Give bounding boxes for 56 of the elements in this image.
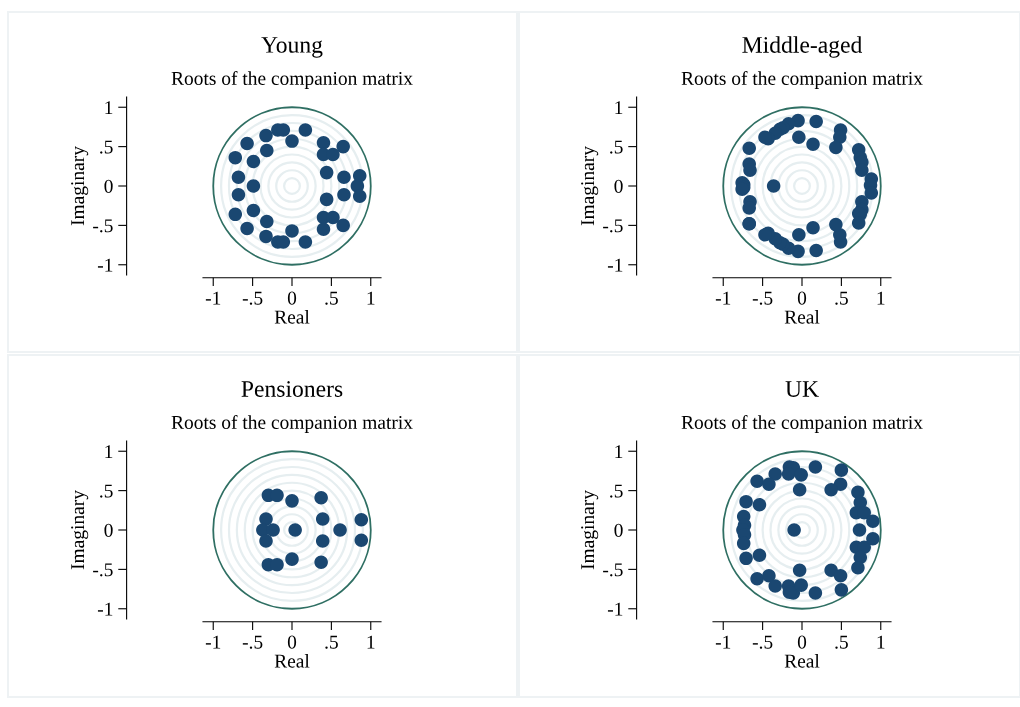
chart-title: Middle-aged: [742, 36, 863, 58]
x-tick-label: -1: [205, 635, 221, 649]
y-tick-label: .5: [610, 140, 623, 154]
x-axis-title: Real: [274, 653, 310, 668]
chart-title: UK: [785, 381, 819, 397]
x-axis-title: Real: [784, 653, 820, 668]
y-tick-label: 1: [105, 101, 113, 114]
chart-subtitle: Roots of the companion matrix: [171, 415, 413, 433]
x-tick-label: -.5: [752, 291, 773, 305]
y-tick-label: 0: [104, 179, 113, 193]
y-tick-label: -.5: [93, 219, 113, 233]
y-tick-label: -1: [97, 602, 113, 616]
y-tick-label: -1: [607, 602, 623, 616]
x-tick-label: 0: [797, 291, 807, 305]
y-tick-label: -.5: [93, 563, 113, 577]
x-tick-label: -1: [715, 291, 731, 305]
y-axis-title: Imaginary: [581, 490, 599, 570]
x-tick-label: .5: [835, 291, 848, 305]
x-axis-title: Real: [784, 309, 820, 324]
x-tick-label: .5: [325, 635, 338, 649]
y-axis-title: Imaginary: [581, 146, 599, 226]
y-axis-title: Imaginary: [71, 490, 89, 570]
chart-subtitle: Roots of the companion matrix: [681, 415, 923, 433]
y-tick-label: 0: [614, 179, 623, 193]
x-tick-label: 1: [877, 291, 885, 305]
x-axis-title: Real: [274, 309, 310, 324]
x-tick-label: -1: [205, 291, 221, 305]
x-tick-label: -.5: [242, 635, 263, 649]
x-tick-label: 1: [367, 291, 375, 305]
x-tick-label: -.5: [752, 635, 773, 649]
x-tick-label: 0: [287, 635, 297, 649]
y-tick-label: 0: [104, 523, 113, 537]
x-tick-label: 0: [797, 635, 807, 649]
y-axis-title: Imaginary: [71, 146, 89, 226]
y-tick-label: -1: [97, 258, 113, 272]
y-tick-label: -1: [607, 258, 623, 272]
chart-subtitle: Roots of the companion matrix: [171, 71, 413, 89]
x-tick-label: -.5: [242, 291, 263, 305]
y-tick-label: 1: [615, 101, 623, 114]
y-tick-label: -.5: [603, 563, 623, 577]
y-tick-label: 1: [615, 445, 623, 458]
y-tick-label: .5: [100, 140, 113, 154]
y-tick-label: 1: [105, 445, 113, 458]
x-tick-label: .5: [835, 635, 848, 649]
y-tick-label: -.5: [603, 219, 623, 233]
x-tick-label: 0: [287, 291, 297, 305]
chart-title: Pensioners: [241, 381, 343, 397]
x-tick-label: -1: [715, 635, 731, 649]
chart-title: Young: [261, 37, 323, 58]
y-tick-label: .5: [100, 484, 113, 498]
x-tick-label: 1: [877, 635, 885, 649]
chart-subtitle: Roots of the companion matrix: [681, 71, 923, 89]
y-tick-label: .5: [610, 484, 623, 498]
x-tick-label: .5: [325, 291, 338, 305]
y-tick-label: 0: [614, 523, 623, 537]
x-tick-label: 1: [367, 635, 375, 649]
